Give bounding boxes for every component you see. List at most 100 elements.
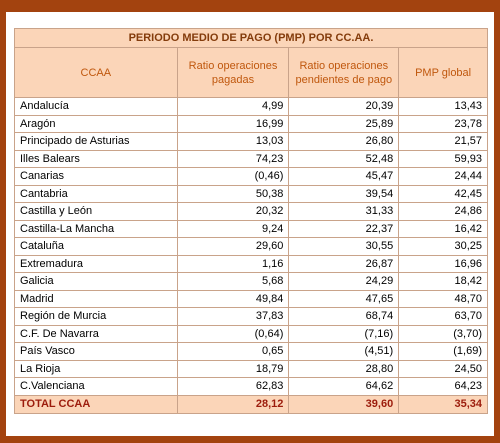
value-cell: 64,62 xyxy=(288,377,400,396)
value-cell: (7,16) xyxy=(288,324,400,343)
region-cell: Aragón xyxy=(14,114,178,133)
value-cell: 18,42 xyxy=(398,272,488,291)
value-cell: 45,47 xyxy=(288,167,400,186)
value-cell: (0,46) xyxy=(176,167,290,186)
value-cell: 1,16 xyxy=(176,254,290,273)
region-cell: Canarias xyxy=(14,167,178,186)
value-cell: 62,83 xyxy=(176,377,290,396)
region-cell: Extremadura xyxy=(14,254,178,273)
value-cell: 28,80 xyxy=(288,359,400,378)
value-cell: 20,39 xyxy=(288,97,400,116)
data-row: C.Valenciana 62,83 64,62 64,23 xyxy=(14,377,488,396)
header-row: CCAA Ratio operaciones pagadas Ratio ope… xyxy=(14,47,488,98)
value-cell: 68,74 xyxy=(288,307,400,326)
value-cell: 20,32 xyxy=(176,202,290,221)
value-cell: 26,87 xyxy=(288,254,400,273)
value-cell: 35,34 xyxy=(398,394,488,414)
value-cell: 25,89 xyxy=(288,114,400,133)
value-cell: 47,65 xyxy=(288,289,400,308)
panel: PERIODO MEDIO DE PAGO (PMP) POR CC.AA. C… xyxy=(6,12,494,436)
value-cell: 24,44 xyxy=(398,167,488,186)
region-cell: Illes Balears xyxy=(14,149,178,168)
value-cell: 28,12 xyxy=(176,394,290,414)
data-row: Illes Balears 74,23 52,48 59,93 xyxy=(14,149,488,168)
value-cell: 39,60 xyxy=(288,394,400,414)
header-cell: CCAA xyxy=(14,47,178,98)
region-cell: Cataluña xyxy=(14,237,178,256)
value-cell: 30,25 xyxy=(398,237,488,256)
value-cell: 9,24 xyxy=(176,219,290,238)
value-cell: (0,64) xyxy=(176,324,290,343)
value-cell: 0,65 xyxy=(176,342,290,361)
region-cell: Castilla-La Mancha xyxy=(14,219,178,238)
data-row: C.F. De Navarra (0,64) (7,16) (3,70) xyxy=(14,324,488,343)
value-cell: 24,86 xyxy=(398,202,488,221)
region-cell: TOTAL CCAA xyxy=(14,394,178,414)
value-cell: 24,50 xyxy=(398,359,488,378)
pmp-table: PERIODO MEDIO DE PAGO (PMP) POR CC.AA. C… xyxy=(14,28,488,414)
total-row: TOTAL CCAA 28,12 39,60 35,34 xyxy=(14,394,488,414)
header-cell: Ratio operaciones pagadas xyxy=(176,47,290,98)
value-cell: 26,80 xyxy=(288,132,400,151)
value-cell: (1,69) xyxy=(398,342,488,361)
value-cell: 16,42 xyxy=(398,219,488,238)
data-row: Cantabria 50,38 39,54 42,45 xyxy=(14,184,488,203)
data-row: Galicia 5,68 24,29 18,42 xyxy=(14,272,488,291)
region-cell: Castilla y León xyxy=(14,202,178,221)
value-cell: 39,54 xyxy=(288,184,400,203)
value-cell: 21,57 xyxy=(398,132,488,151)
data-row: Canarias (0,46) 45,47 24,44 xyxy=(14,167,488,186)
region-cell: Región de Murcia xyxy=(14,307,178,326)
data-row: Principado de Asturias 13,03 26,80 21,57 xyxy=(14,132,488,151)
region-cell: Galicia xyxy=(14,272,178,291)
data-row: País Vasco 0,65 (4,51) (1,69) xyxy=(14,342,488,361)
value-cell: 42,45 xyxy=(398,184,488,203)
value-cell: 13,43 xyxy=(398,97,488,116)
data-row: Andalucía 4,99 20,39 13,43 xyxy=(14,97,488,116)
value-cell: 4,99 xyxy=(176,97,290,116)
value-cell: 30,55 xyxy=(288,237,400,256)
value-cell: 22,37 xyxy=(288,219,400,238)
value-cell: (4,51) xyxy=(288,342,400,361)
value-cell: 16,96 xyxy=(398,254,488,273)
data-row: Madrid 49,84 47,65 48,70 xyxy=(14,289,488,308)
header-cell: PMP global xyxy=(398,47,488,98)
table-body: PERIODO MEDIO DE PAGO (PMP) POR CC.AA. C… xyxy=(14,28,488,414)
value-cell: (3,70) xyxy=(398,324,488,343)
region-cell: Principado de Asturias xyxy=(14,132,178,151)
value-cell: 31,33 xyxy=(288,202,400,221)
region-cell: C.Valenciana xyxy=(14,377,178,396)
value-cell: 23,78 xyxy=(398,114,488,133)
region-cell: La Rioja xyxy=(14,359,178,378)
value-cell: 52,48 xyxy=(288,149,400,168)
data-row: Aragón 16,99 25,89 23,78 xyxy=(14,114,488,133)
value-cell: 24,29 xyxy=(288,272,400,291)
value-cell: 29,60 xyxy=(176,237,290,256)
region-cell: Cantabria xyxy=(14,184,178,203)
value-cell: 18,79 xyxy=(176,359,290,378)
value-cell: 48,70 xyxy=(398,289,488,308)
region-cell: Andalucía xyxy=(14,97,178,116)
title-row: PERIODO MEDIO DE PAGO (PMP) POR CC.AA. xyxy=(14,28,488,48)
region-cell: Madrid xyxy=(14,289,178,308)
header-cell: Ratio operaciones pendientes de pago xyxy=(288,47,400,98)
data-row: Extremadura 1,16 26,87 16,96 xyxy=(14,254,488,273)
data-row: Cataluña 29,60 30,55 30,25 xyxy=(14,237,488,256)
value-cell: 64,23 xyxy=(398,377,488,396)
value-cell: 16,99 xyxy=(176,114,290,133)
value-cell: 37,83 xyxy=(176,307,290,326)
value-cell: 49,84 xyxy=(176,289,290,308)
data-row: La Rioja 18,79 28,80 24,50 xyxy=(14,359,488,378)
value-cell: 59,93 xyxy=(398,149,488,168)
value-cell: 63,70 xyxy=(398,307,488,326)
table-title: PERIODO MEDIO DE PAGO (PMP) POR CC.AA. xyxy=(14,28,488,48)
data-row: Región de Murcia 37,83 68,74 63,70 xyxy=(14,307,488,326)
region-cell: País Vasco xyxy=(14,342,178,361)
data-row: Castilla y León 20,32 31,33 24,86 xyxy=(14,202,488,221)
value-cell: 5,68 xyxy=(176,272,290,291)
value-cell: 74,23 xyxy=(176,149,290,168)
value-cell: 13,03 xyxy=(176,132,290,151)
data-row: Castilla-La Mancha 9,24 22,37 16,42 xyxy=(14,219,488,238)
value-cell: 50,38 xyxy=(176,184,290,203)
